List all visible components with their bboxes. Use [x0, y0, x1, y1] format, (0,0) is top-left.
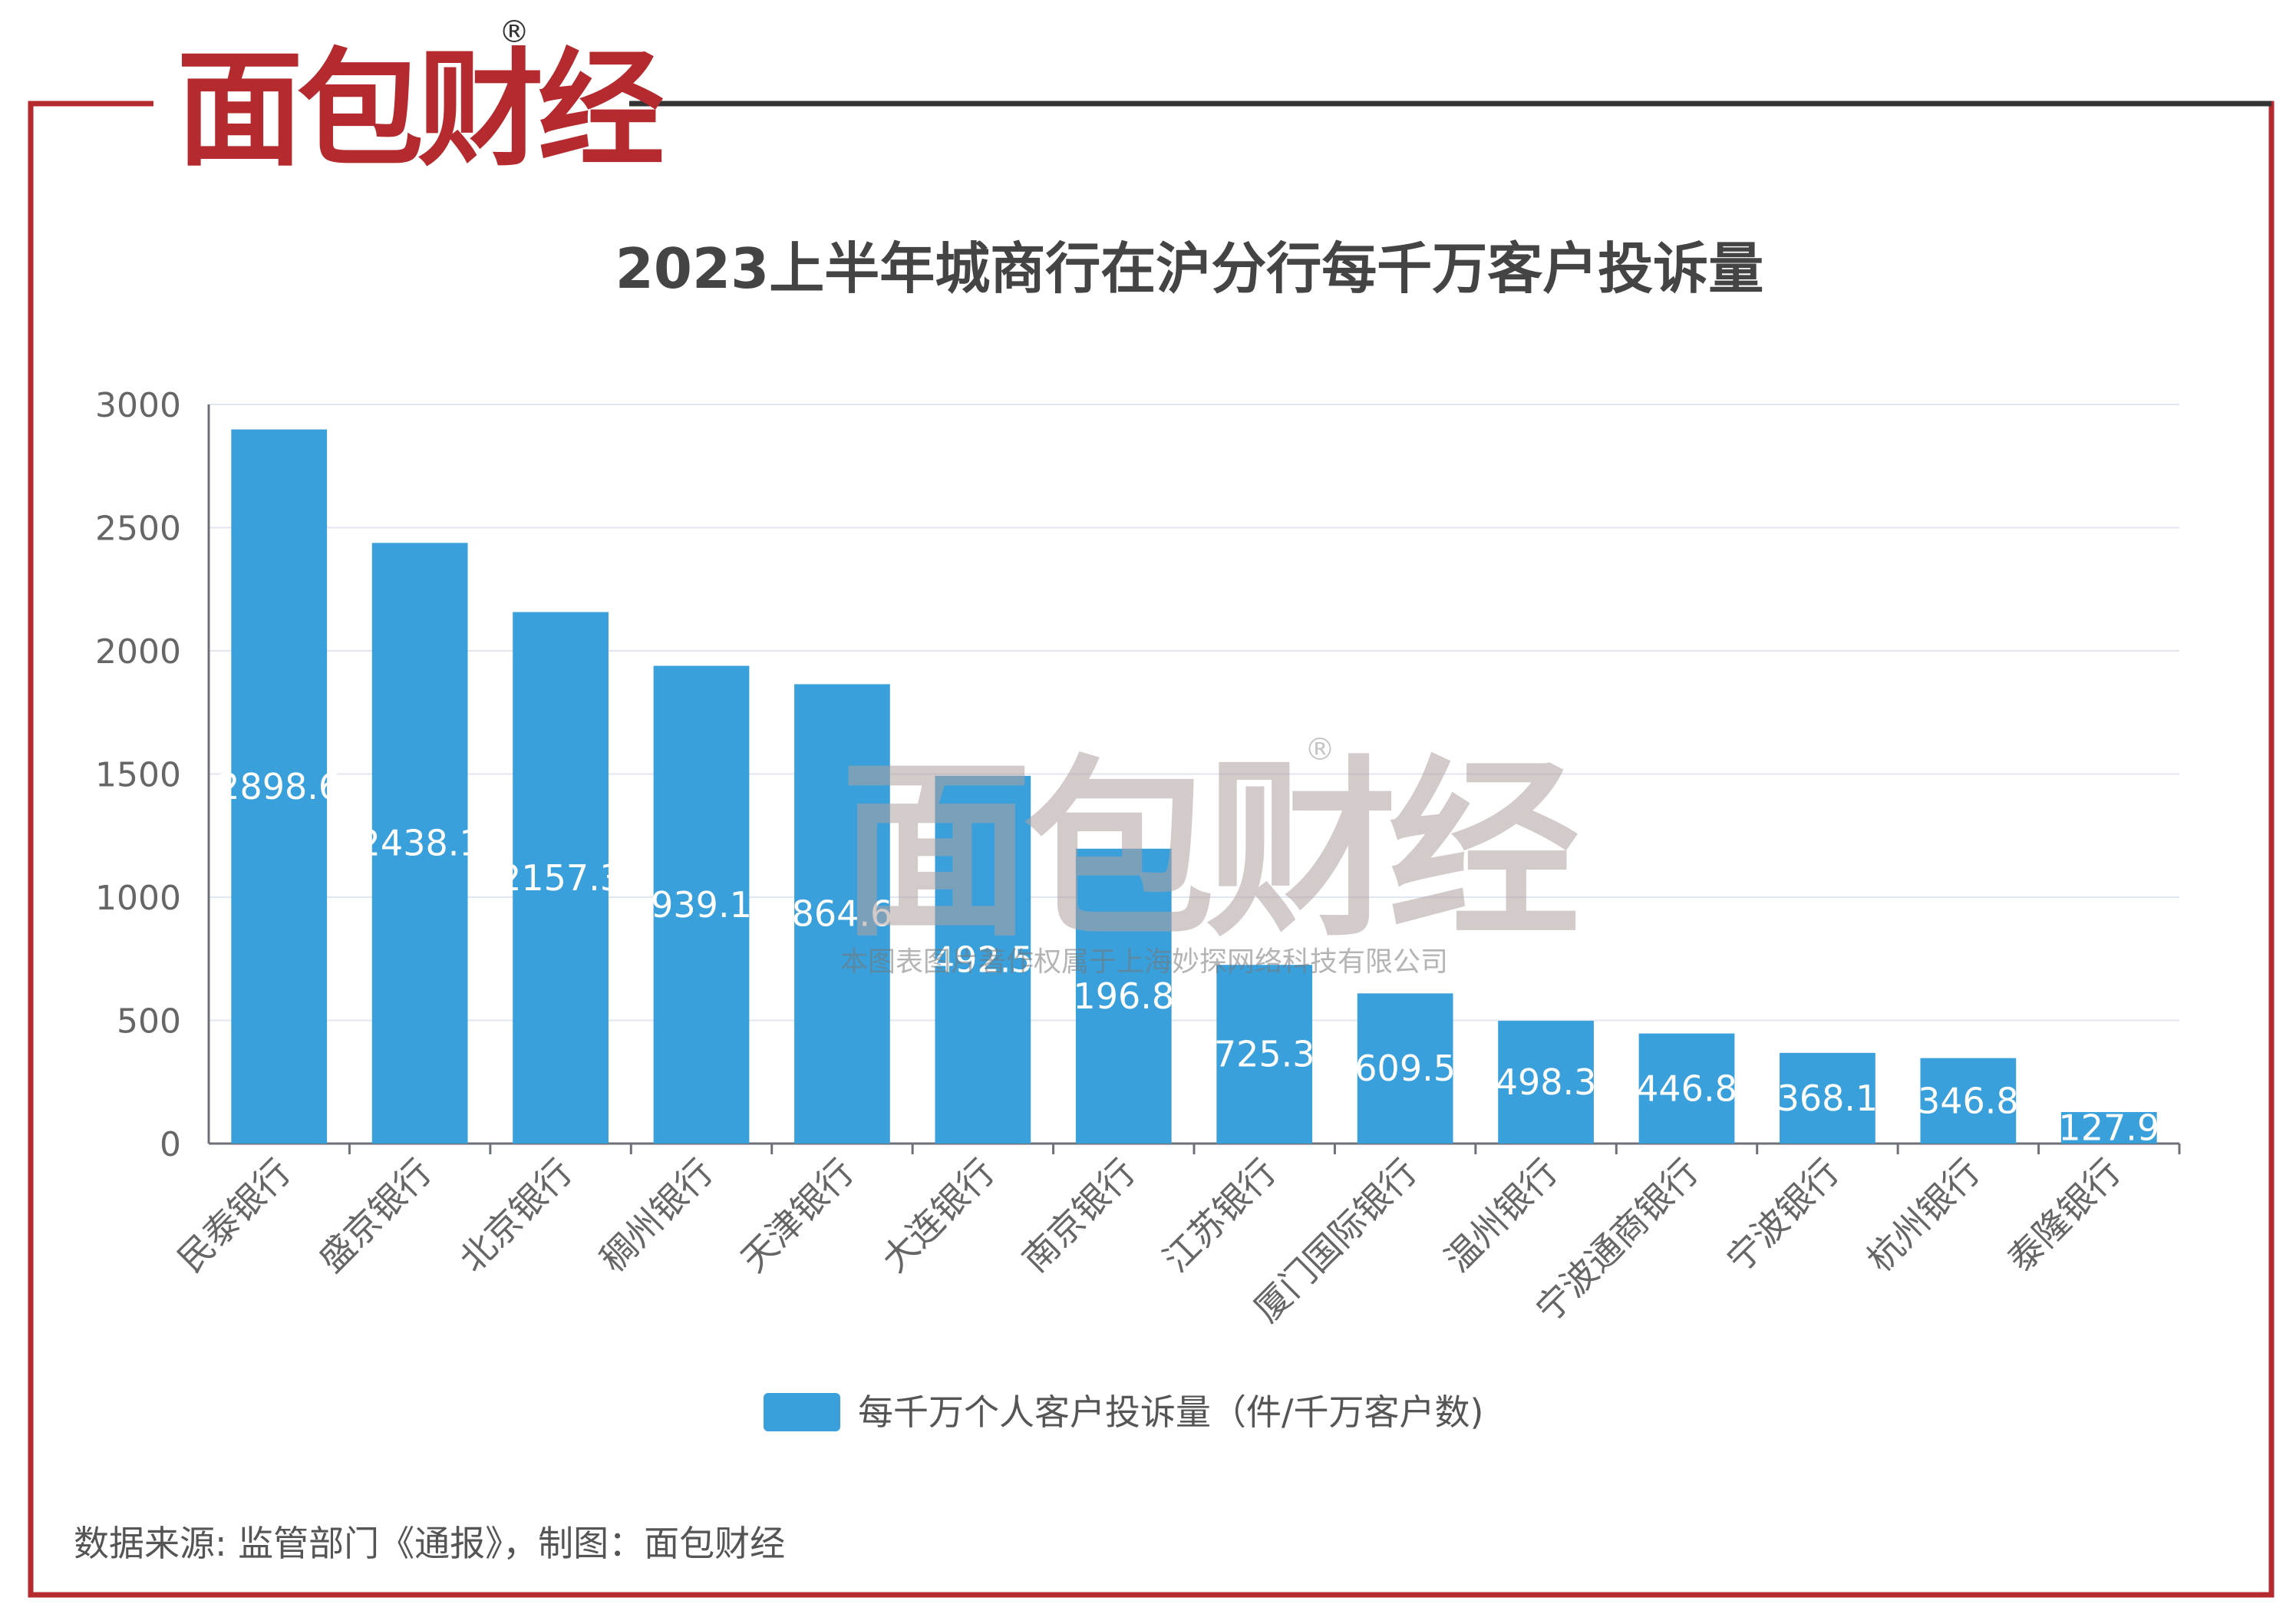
legend-label: 每千万个人客户投诉量（件/千万客户数)	[858, 1391, 1483, 1433]
bar-value-label: 609.5	[1354, 1048, 1456, 1089]
bar-value-label: 346.8	[1918, 1080, 2019, 1121]
x-category-label: 宁波银行	[1718, 1151, 1847, 1280]
bar	[794, 684, 890, 1144]
y-tick-label: 2000	[95, 632, 181, 672]
registered-mark: ®	[499, 15, 529, 50]
y-tick-label: 2500	[95, 510, 181, 549]
x-category-label: 温州银行	[1437, 1151, 1565, 1280]
bar	[1075, 848, 1172, 1144]
bar-value-label: 492.5	[932, 939, 1034, 980]
x-category-label: 民泰银行	[170, 1151, 299, 1280]
bar-value-label: 196.8	[1073, 975, 1174, 1017]
bar	[1920, 1058, 2017, 1144]
bar-value-label: 864.6	[792, 893, 893, 935]
x-category-label: 稠州银行	[592, 1151, 721, 1280]
bar	[2060, 1111, 2157, 1144]
x-category-label: 北京银行	[451, 1151, 580, 1280]
bar	[1638, 1033, 1735, 1144]
bar-value-label: 725.3	[1214, 1034, 1315, 1075]
x-category-label: 江苏银行	[1155, 1151, 1284, 1280]
watermark: 面包财经 ® 本图表图片著作权属于上海妙探网络科技有限公司	[840, 732, 1588, 978]
x-category-label: 天津银行	[733, 1151, 862, 1280]
y-tick-label: 500	[117, 1002, 181, 1041]
bar	[513, 612, 609, 1144]
svg-text:®: ®	[1305, 732, 1335, 767]
bar-value-label: 939.1	[651, 884, 752, 926]
bar	[1498, 1021, 1594, 1144]
legend-swatch[interactable]	[764, 1393, 840, 1431]
svg-text:面包财经: 面包财经	[840, 739, 1578, 962]
footer-source: 数据来源: 监管部门《通报》，制图：面包财经	[74, 1523, 786, 1564]
bar-value-label: 2157.3	[499, 857, 622, 899]
bar-value-label: 2438.1	[358, 823, 482, 864]
y-tick-label: 1000	[95, 879, 181, 918]
svg-text:面包财经: 面包财经	[176, 36, 664, 183]
y-tick-label: 1500	[95, 756, 181, 795]
brand-logo: 面包财经 ®	[176, 15, 670, 183]
x-category-label: 泰隆银行	[2000, 1151, 2129, 1280]
x-category-label: 盛京银行	[311, 1151, 440, 1280]
y-tick-label: 3000	[95, 386, 181, 425]
x-category-label: 南京银行	[1014, 1151, 1143, 1280]
bar-value-label: 2898.6	[217, 766, 341, 807]
bar	[935, 775, 1031, 1144]
bar	[1216, 965, 1313, 1144]
bar	[231, 429, 328, 1144]
bar-value-label: 498.3	[1496, 1061, 1597, 1103]
bar	[1357, 993, 1453, 1144]
svg-text:本图表图片著作权属于上海妙探网络科技有限公司: 本图表图片著作权属于上海妙探网络科技有限公司	[840, 946, 1448, 978]
bar-value-label: 368.1	[1777, 1078, 1879, 1119]
y-tick-label: 0	[160, 1125, 181, 1164]
bar	[653, 665, 750, 1144]
chart-title: 2023上半年城商行在沪分行每千万客户投诉量	[615, 236, 1763, 301]
bar	[371, 543, 468, 1144]
bar	[1780, 1052, 1875, 1144]
bar-value-label: 127.9	[2058, 1107, 2159, 1148]
x-category-label: 大连银行	[873, 1151, 1002, 1280]
legend: 每千万个人客户投诉量（件/千万客户数)	[764, 1391, 1483, 1433]
bar-value-label: 446.8	[1636, 1068, 1737, 1109]
x-category-label: 杭州银行	[1859, 1151, 1988, 1280]
